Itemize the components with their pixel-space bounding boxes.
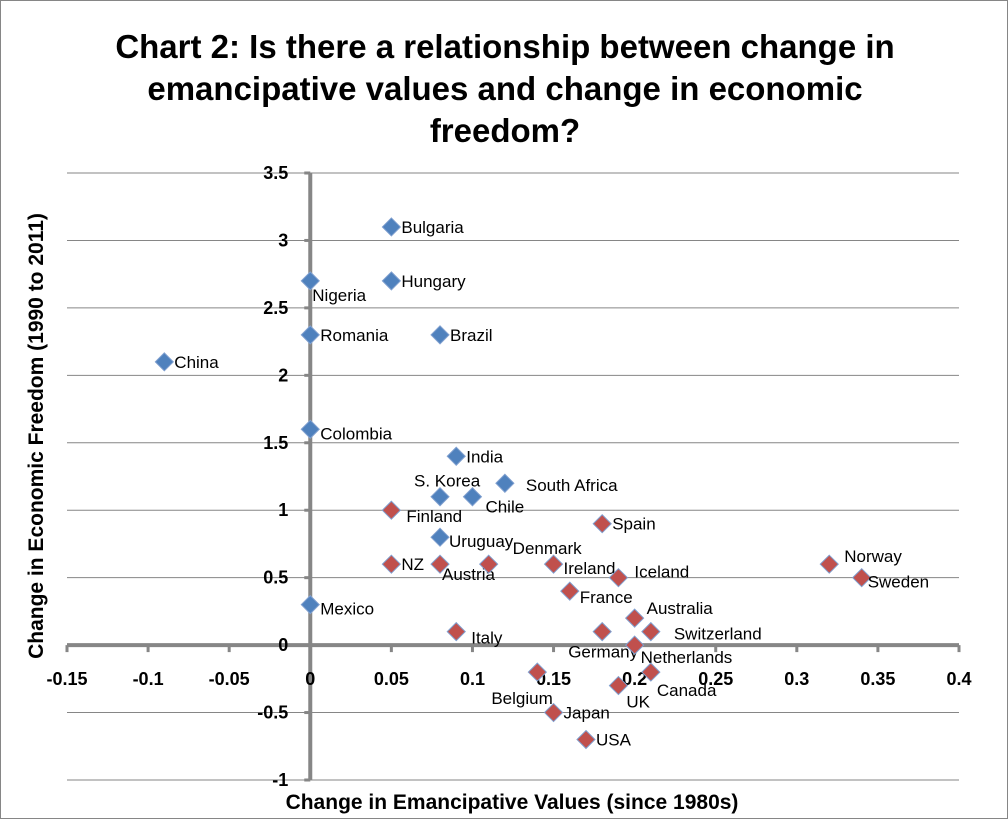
data-label: Finland [406, 507, 462, 526]
data-label: Nigeria [312, 286, 366, 305]
chart-title-line-3: freedom? [430, 112, 580, 149]
data-point-ireland [543, 554, 564, 574]
x-tick-label: 0.05 [374, 669, 409, 689]
x-tick-label: -0.15 [46, 669, 87, 689]
data-point-romania [300, 325, 320, 345]
y-tick-label: 3.5 [263, 163, 288, 183]
data-point-chile [462, 487, 483, 507]
ticks: -1 -0.5 0 0.5 1 1.5 2 2.5 3 3.5 -0.15 -0.1 -0.05 0 0.0… [46, 163, 971, 790]
data-label: France [580, 588, 633, 607]
chart-title-line-1: Chart 2: Is there a relationship between… [115, 28, 894, 65]
data-point-bulgaria [381, 217, 402, 237]
data-label: Australia [647, 599, 714, 618]
data-point-france [560, 581, 580, 601]
data-point-colombia [300, 419, 320, 439]
data-label: NZ [401, 555, 424, 574]
data-label: Japan [564, 704, 610, 723]
data-point-japan [543, 702, 564, 723]
data-label: China [174, 353, 219, 372]
data-point-australia [624, 608, 645, 628]
x-tick-label: 0.25 [698, 669, 733, 689]
data-label: South Africa [526, 476, 618, 495]
x-tick-label: -0.1 [133, 669, 164, 689]
x-tick-label: 0.4 [946, 669, 971, 689]
y-tick-label: 3 [278, 230, 288, 250]
x-tick-label: 0.35 [860, 669, 895, 689]
data-point-finland [381, 500, 402, 520]
x-tick-label: 0 [305, 669, 315, 689]
data-label: Italy [471, 629, 503, 648]
data-label: Sweden [868, 573, 929, 592]
data-label: Belgium [491, 689, 552, 708]
data-point-india [446, 446, 466, 466]
data-point-hungary [381, 271, 402, 291]
data-point-iceland [608, 567, 629, 588]
data-label: India [466, 447, 503, 466]
data-point-nz [381, 554, 402, 574]
data-point-spain [592, 514, 612, 534]
data-point-austria [430, 554, 450, 574]
data-point-usa [576, 729, 596, 750]
data-label: Hungary [401, 272, 466, 291]
x-tick-label: -0.05 [209, 669, 250, 689]
data-label: USA [596, 731, 632, 750]
data-point-s-korea [430, 487, 450, 507]
data-label: UK [626, 693, 650, 712]
data-point-uruguay [430, 527, 450, 547]
x-tick-label: 0.2 [622, 669, 647, 689]
data-label: Germany [568, 643, 638, 662]
data-point-south-africa [495, 473, 515, 493]
data-label: S. Korea [414, 472, 481, 491]
data-label: Spain [612, 515, 655, 534]
data-point-brazil [430, 325, 450, 345]
data-label: Uruguay [449, 532, 514, 551]
data-label: Switzerland [674, 625, 762, 644]
data-points: Bulgaria Hungary Nigeria Romania Brazil China… [154, 217, 929, 750]
data-point-belgium [527, 662, 548, 682]
data-point-sweden [851, 567, 872, 588]
data-label: Ireland [564, 559, 616, 578]
data-label: Brazil [450, 326, 493, 345]
data-point-italy [446, 621, 466, 642]
x-axis-title: Change in Emancipative Values (since 198… [286, 791, 739, 814]
x-tick-label: 0.3 [784, 669, 809, 689]
data-label: Mexico [320, 600, 374, 619]
y-tick-label: 0.5 [263, 568, 288, 588]
data-label: Austria [442, 565, 495, 584]
data-label: Romania [320, 326, 389, 345]
data-label: Netherlands [641, 648, 733, 667]
data-point-germany [592, 621, 612, 642]
y-tick-label: 1 [278, 500, 288, 520]
y-tick-label: 0 [278, 635, 288, 655]
data-point-uk [608, 675, 629, 696]
data-point-nigeria [300, 271, 320, 291]
data-label: Denmark [513, 539, 582, 558]
data-label: Colombia [320, 424, 392, 443]
y-tick-label: 1.5 [263, 433, 288, 453]
y-tick-label: 2.5 [263, 298, 288, 318]
data-point-norway [819, 554, 839, 574]
y-tick-label: -0.5 [257, 703, 288, 723]
data-point-switzerland [641, 621, 661, 642]
data-label: Bulgaria [401, 218, 464, 237]
y-tick-label: 2 [278, 365, 288, 385]
data-label: Canada [657, 681, 717, 700]
chart-title-line-2: emancipative values and change in econom… [147, 70, 862, 107]
x-tick-label: 0.1 [460, 669, 485, 689]
data-label: Norway [844, 547, 902, 566]
data-label: Iceland [634, 563, 689, 582]
y-tick-label: -1 [272, 770, 288, 790]
data-point-canada [641, 662, 661, 682]
data-point-denmark [478, 554, 499, 574]
data-point-china [154, 352, 175, 372]
data-label: Chile [485, 498, 524, 517]
gridlines [67, 172, 959, 781]
data-point-mexico [300, 594, 320, 615]
data-point-netherlands [624, 635, 645, 655]
y-axis-title: Change in Economic Freedom (1990 to 2011… [25, 213, 48, 659]
